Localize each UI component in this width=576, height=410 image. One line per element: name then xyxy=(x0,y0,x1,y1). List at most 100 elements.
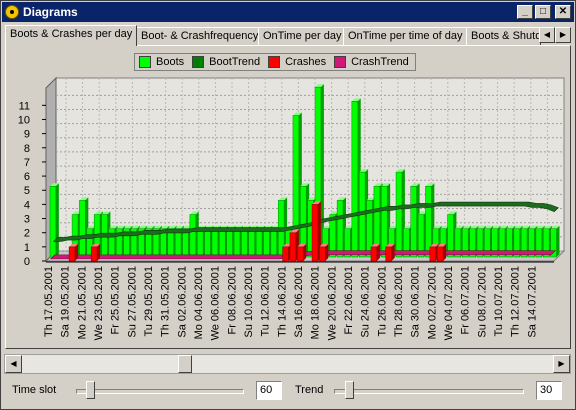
legend-swatch xyxy=(268,56,281,68)
legend-swatch xyxy=(334,56,347,68)
boots-bar-top xyxy=(469,225,479,229)
boots-bar xyxy=(417,214,425,258)
crash-bar-top xyxy=(69,243,78,247)
boots-bar xyxy=(344,228,351,258)
boots-bar xyxy=(248,228,255,258)
crash-bar-top xyxy=(91,243,101,247)
boots-bar-side xyxy=(556,225,560,257)
tab-ontime-per-day[interactable]: OnTime per day xyxy=(258,27,344,45)
y-tick-label: 3 xyxy=(24,214,30,226)
boots-bar-top xyxy=(403,225,413,229)
crash-bar-top xyxy=(319,243,329,247)
minimize-button[interactable]: _ xyxy=(517,5,533,19)
x-tick-label: Sa 14.07.2001 xyxy=(526,266,538,338)
y-tick-label: 4 xyxy=(24,199,30,211)
scroll-right-icon[interactable]: ▶ xyxy=(553,355,570,373)
x-tick-label: We 20.06.2001 xyxy=(326,266,338,340)
trend-slider-thumb[interactable] xyxy=(345,381,354,399)
boots-bar-top xyxy=(550,225,560,229)
x-tick-label: Tu 29.05.2001 xyxy=(143,266,155,337)
crash-bar-top xyxy=(437,243,447,247)
boots-bar-top xyxy=(292,112,302,116)
tab-scroll-left-icon[interactable]: ◀ xyxy=(539,27,555,43)
boots-bar xyxy=(351,101,358,258)
boots-bar-top xyxy=(491,225,501,229)
boots-bar-top xyxy=(307,197,317,201)
close-button[interactable]: ✕ xyxy=(555,5,571,19)
boots-bar-top xyxy=(175,225,185,229)
boots-bar-top xyxy=(462,225,472,229)
boots-bar xyxy=(513,228,520,258)
boots-bar xyxy=(366,200,373,258)
tab-strip: Boots & Crashes per day Boot- & Crashfre… xyxy=(5,25,571,46)
legend-label: Crashes xyxy=(285,56,327,68)
y-tick-label: 5 xyxy=(24,185,30,197)
x-tick-label: Sa 30.06.2001 xyxy=(410,266,422,338)
boots-bar-top xyxy=(182,225,192,229)
crash-bar-top xyxy=(312,201,321,205)
y-tick-label: 1 xyxy=(24,242,30,254)
boots-bar-top xyxy=(535,225,545,229)
x-tick-label: Sa 16.06.2001 xyxy=(293,266,305,338)
boots-bar-top xyxy=(130,225,140,229)
boots-bar xyxy=(219,228,226,258)
boots-bar xyxy=(506,228,513,258)
tab-ontime-per-time-of-day[interactable]: OnTime per time of day xyxy=(343,27,467,45)
boots-bar-top xyxy=(484,225,494,229)
boots-bar-top xyxy=(528,225,538,229)
legend-label: CrashTrend xyxy=(351,56,409,68)
x-tick-label: Fr 06.07.2001 xyxy=(460,266,472,335)
boots-bar-side xyxy=(55,183,59,257)
boots-bar-top xyxy=(477,225,486,229)
boots-bar-top xyxy=(72,211,81,215)
time-slot-value-field[interactable]: 60 xyxy=(256,381,282,400)
legend-label: BootTrend xyxy=(209,56,261,68)
crash-bar-side xyxy=(97,243,101,261)
x-tick-label: Su 27.05.2001 xyxy=(126,266,138,338)
boots-bar-top xyxy=(351,98,361,102)
boots-bar-top xyxy=(145,225,155,229)
x-tick-label: Mo 02.07.2001 xyxy=(426,266,438,339)
chart-horizontal-scrollbar[interactable]: ◀ ▶ xyxy=(4,354,571,374)
boots-bar-top xyxy=(388,225,398,229)
time-slot-track[interactable] xyxy=(76,389,244,394)
boots-bar-top xyxy=(440,225,450,229)
legend-swatch xyxy=(139,56,151,68)
trend-track[interactable] xyxy=(334,389,524,394)
tab-boots-crashes-per-day[interactable]: Boots & Crashes per day xyxy=(5,25,137,46)
tab-boot-crash-frequency[interactable]: Boot- & Crashfrequency xyxy=(136,27,259,45)
crash-bar xyxy=(90,246,98,262)
crash-bar xyxy=(282,246,289,262)
boots-bar xyxy=(49,185,57,258)
scrollbar-thumb[interactable] xyxy=(177,355,192,373)
boots-bar-top xyxy=(396,169,405,173)
trend-value-field[interactable]: 30 xyxy=(536,381,562,400)
y-tick-label: 0 xyxy=(24,256,30,268)
boots-bar xyxy=(543,228,550,258)
boots-bar-top xyxy=(86,225,96,229)
boots-bar-top xyxy=(337,197,346,201)
x-tick-label: Mo 18.06.2001 xyxy=(310,266,322,339)
boots-bar xyxy=(263,228,270,258)
x-tick-label: Th 12.07.2001 xyxy=(510,266,522,337)
tab-boots-shutdowns[interactable]: Boots & Shutd xyxy=(466,27,541,45)
title-bar[interactable]: Diagrams _ □ ✕ xyxy=(2,2,574,22)
x-tick-label: Tu 12.06.2001 xyxy=(260,266,272,337)
time-slot-slider-thumb[interactable] xyxy=(86,381,95,399)
maximize-button[interactable]: □ xyxy=(535,5,551,19)
boots-bar-top xyxy=(506,225,516,229)
x-tick-label: Th 14.06.2001 xyxy=(276,266,288,337)
boots-bar xyxy=(476,228,484,258)
boots-bar-top xyxy=(359,169,369,173)
scroll-left-icon[interactable]: ◀ xyxy=(5,355,22,373)
crash-bar xyxy=(289,232,297,262)
boots-bar-top xyxy=(123,225,133,229)
trend-label: Trend xyxy=(295,384,324,396)
boots-bar-top xyxy=(381,183,391,187)
boots-bar-top xyxy=(300,183,310,187)
legend-label: Boots xyxy=(156,56,185,68)
boots-bar-top xyxy=(418,211,427,215)
boots-bar-top xyxy=(79,197,89,201)
boots-bar xyxy=(520,228,528,258)
tab-scroll-right-icon[interactable]: ▶ xyxy=(555,27,571,43)
